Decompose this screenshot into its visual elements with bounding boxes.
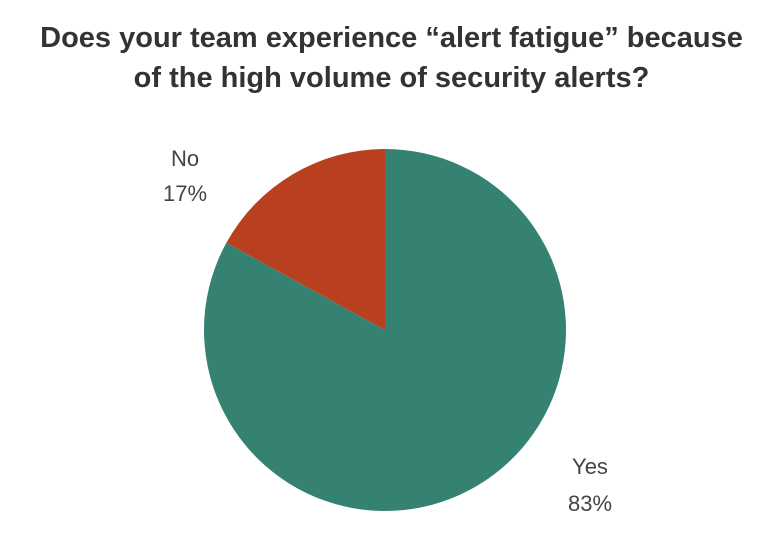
slice-label: Yes xyxy=(572,454,608,479)
chart-title: Does your team experience “alert fatigue… xyxy=(40,22,743,94)
title-box: Does your team experience “alert fatigue… xyxy=(0,18,783,98)
value-label: 83% xyxy=(568,491,612,516)
pie-slice xyxy=(204,149,566,512)
value-label: 17% xyxy=(163,181,207,206)
pie-slice xyxy=(226,149,385,330)
slice-label: No xyxy=(171,146,199,171)
